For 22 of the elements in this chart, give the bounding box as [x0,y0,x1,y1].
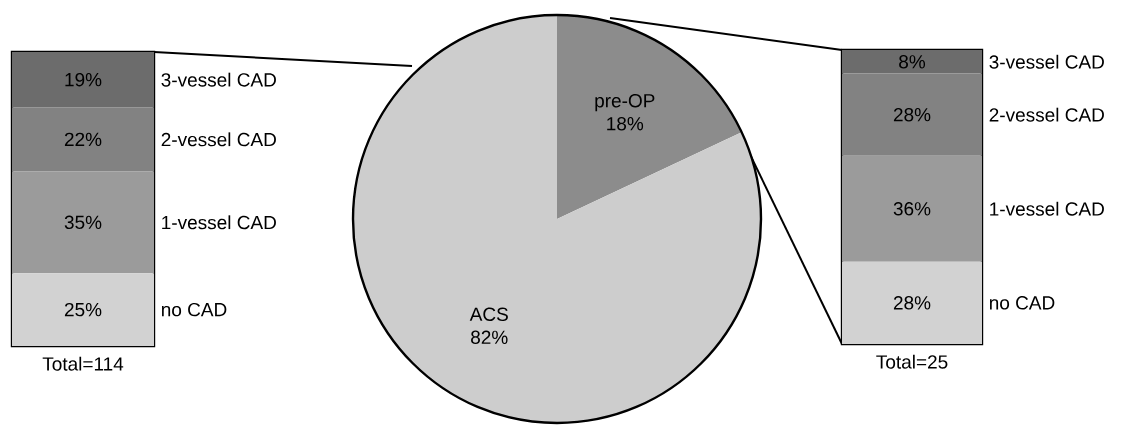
series-label: 3-vessel CAD [989,54,1104,69]
data-label: 8% [899,55,926,69]
x-axis-title: Total=114 [42,356,124,371]
data-label: 28% [893,107,931,122]
x-axis-title: Total=25 [876,354,948,369]
series-label: no CAD [161,302,227,317]
data-label: 35% [64,215,102,230]
series-label: 2-vessel CAD [161,132,276,147]
series-label: 2-vessel CAD [989,107,1104,122]
data-label: 36% [893,202,931,216]
data-label: 22% [64,132,102,147]
data-label: 19% [65,72,102,87]
series-label: 3-vessel CAD [161,72,276,87]
slice-label: pre-OP [595,93,655,112]
series-label: 1-vessel CAD [162,215,276,230]
data-label: 18% [607,116,644,131]
data-label: 28% [893,296,931,310]
series-label: 1-vessel CAD [990,201,1104,216]
series-label: no CAD [989,296,1055,310]
data-label: 82% [471,330,508,345]
slice-label: ACS [469,307,508,322]
data-label: 25% [64,302,102,317]
